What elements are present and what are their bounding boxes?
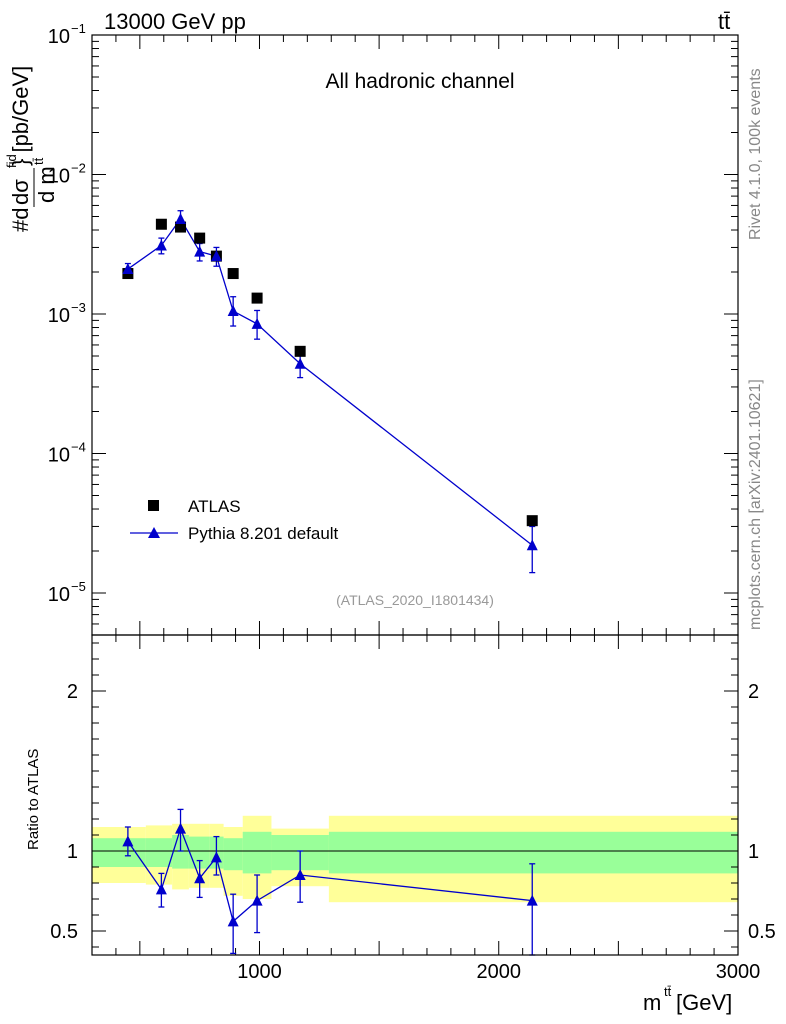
ratio-y-tick-label-right: 0.5	[748, 921, 776, 943]
ratio-band-inner	[188, 836, 210, 869]
y-label-denom: d m	[34, 166, 59, 203]
ratio-point	[210, 851, 222, 863]
main-y-tick-label: 10	[48, 445, 70, 467]
atlas-point	[194, 232, 206, 244]
ratio-y-tick-labels: 0.5 0.5 1 1 2 2	[50, 681, 776, 943]
ratio-point	[294, 869, 306, 880]
ratio-point	[227, 915, 239, 927]
ratio-band-inner	[92, 838, 146, 867]
main-y-tick-label: 10	[48, 166, 70, 188]
ratio-point	[122, 835, 134, 847]
main-y-tick-exponent: −5	[71, 579, 86, 594]
ratio-x-tick-labels: 1000 2000 3000	[237, 961, 760, 983]
ratio-point	[251, 894, 263, 906]
x-label-tt: tt̄	[664, 984, 672, 999]
pythia-point	[294, 357, 306, 369]
ratio-y-tick-label-left: 0.5	[50, 921, 78, 943]
atlas-point	[294, 345, 306, 357]
pythia-point	[526, 539, 538, 551]
pythia-point	[175, 212, 187, 224]
ratio-series	[122, 808, 538, 956]
ratio-band-inner	[223, 838, 243, 871]
ratio-y-tick-label-left: 1	[67, 841, 78, 863]
main-y-tick-exponent: −2	[71, 161, 86, 176]
legend-label-pythia: Pythia 8.201 default	[188, 524, 339, 543]
main-y-axis-label: #d dσ fid d m tt̄ } [pb/GeV]	[4, 66, 59, 232]
main-y-tick-label: 10	[48, 305, 70, 327]
y-label-prefix: #d	[8, 208, 33, 232]
ratio-axis-ticks	[92, 635, 739, 955]
ratio-x-tick-label: 3000	[716, 961, 761, 983]
ratio-bands	[92, 815, 738, 903]
legend: ATLAS Pythia 8.201 default	[130, 497, 339, 543]
ratio-panel: 0.5 0.5 1 1 2 2 1000 2000 3000 Ratio to ATLAS	[25, 634, 776, 983]
energy-label: 13000 GeV pp	[104, 9, 246, 34]
ratio-point	[526, 894, 538, 906]
atlas-point	[155, 218, 167, 230]
ratio-y-tick-label-right: 1	[748, 841, 759, 863]
atlas-point	[227, 268, 239, 280]
pythia-point	[122, 263, 134, 275]
x-axis-label: m tt̄ [GeV]	[643, 984, 732, 1015]
main-frame	[91, 34, 739, 636]
ratio-band-inner	[145, 838, 173, 867]
ratio-point	[155, 883, 167, 895]
process-label: tt̄	[718, 9, 730, 34]
pythia-point	[155, 239, 167, 251]
main-y-tick-exponent: −3	[71, 300, 86, 315]
rivet-label: Rivet 4.1.0, 100k events	[747, 68, 764, 240]
y-label-fid: fid	[4, 154, 19, 168]
x-label-unit: [GeV]	[676, 990, 732, 1015]
main-y-tick-label: 10	[48, 26, 70, 48]
main-y-tick-labels: 10−510−410−310−210−1	[48, 21, 86, 606]
mcplots-label: mcplots.cern.ch [arXiv:2401.10621]	[747, 379, 764, 630]
pythia-point	[210, 250, 222, 262]
y-label-tt: tt̄	[31, 157, 46, 165]
ratio-y-tick-label-left: 2	[67, 681, 78, 703]
x-label-m: m	[643, 990, 661, 1015]
pythia-point	[194, 245, 206, 257]
pythia-point	[227, 305, 239, 317]
analysis-label: (ATLAS_2020_I1801434)	[336, 592, 494, 608]
atlas-point	[526, 515, 538, 527]
ratio-frame	[91, 634, 739, 956]
ratio-band-inner	[328, 831, 738, 874]
main-panel: 10−510−410−310−210−1 All hadronic channe…	[48, 21, 739, 636]
ratio-point	[175, 822, 187, 834]
legend-label-atlas: ATLAS	[188, 497, 241, 516]
ratio-point	[194, 872, 206, 884]
atlas-point	[251, 292, 263, 304]
main-y-tick-exponent: −1	[71, 21, 86, 36]
main-y-tick-label: 10	[48, 584, 70, 606]
main-series	[122, 210, 538, 574]
main-y-tick-exponent: −4	[71, 440, 86, 455]
ratio-x-tick-label: 2000	[476, 961, 521, 983]
y-label-sigma: dσ	[8, 179, 33, 205]
ratio-y-axis-label: Ratio to ATLAS	[25, 749, 42, 850]
ratio-x-tick-label: 1000	[237, 961, 282, 983]
legend-marker-pythia	[148, 527, 160, 538]
atlas-point	[175, 221, 187, 233]
legend-marker-atlas	[148, 500, 159, 511]
ratio-y-tick-label-right: 2	[748, 681, 759, 703]
pythia-point	[251, 317, 263, 329]
main-axis-ticks	[92, 34, 739, 635]
y-label-unit: } [pb/GeV]	[8, 66, 33, 166]
main-title: All hadronic channel	[325, 70, 514, 93]
ratio-band-inner	[242, 831, 272, 874]
